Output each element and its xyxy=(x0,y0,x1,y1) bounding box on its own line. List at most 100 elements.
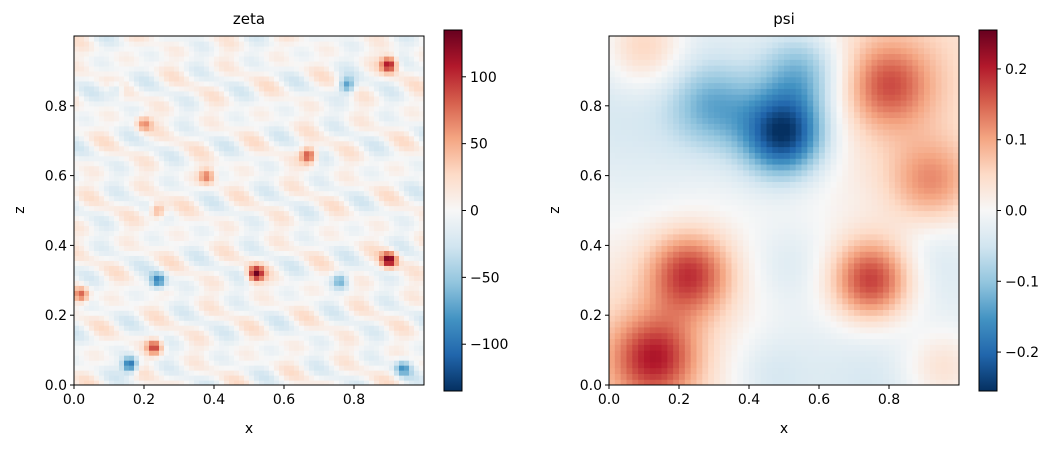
zeta-heat-cell xyxy=(239,135,245,142)
zeta-heat-cell xyxy=(239,180,245,187)
zeta-heat-cell xyxy=(114,365,120,371)
zeta-heat-cell xyxy=(134,325,140,331)
zeta-heat-cell xyxy=(274,275,280,281)
zeta-heat-cell xyxy=(414,60,420,67)
zeta-heat-cell xyxy=(414,315,420,321)
zeta-heat-cell xyxy=(214,150,220,157)
zeta-heat-cell xyxy=(74,70,80,77)
zeta-heat-cell xyxy=(254,250,260,256)
zeta-heat-cell xyxy=(299,75,305,82)
zeta-heat-cell xyxy=(404,160,410,167)
zeta-heat-cell xyxy=(94,160,100,167)
zeta-heat-cell xyxy=(109,305,115,311)
zeta-heat-cell xyxy=(119,245,125,251)
zeta-heat-cell xyxy=(79,320,85,326)
zeta-heat-cell xyxy=(94,50,100,57)
zeta-heat-cell xyxy=(419,80,424,87)
zeta-heat-cell xyxy=(124,305,130,311)
zeta-heat-cell xyxy=(304,65,310,72)
zeta-heat-cell xyxy=(79,345,85,351)
zeta-heat-cell xyxy=(309,320,315,326)
zeta-heat-cell xyxy=(354,100,360,107)
zeta-heat-cell xyxy=(129,145,135,152)
zeta-heat-cell xyxy=(289,105,295,112)
zeta-heat-cell xyxy=(104,150,110,157)
zeta-heat-cell xyxy=(239,270,245,276)
zeta-heat-cell xyxy=(329,85,335,92)
zeta-heat-cell xyxy=(274,36,280,42)
zeta-heat-cell xyxy=(279,130,285,137)
zeta-heat-cell xyxy=(204,190,210,197)
zeta-heat-cell xyxy=(199,36,205,42)
zeta-heat-cell xyxy=(144,200,150,207)
zeta-heat-cell xyxy=(414,150,420,157)
zeta-heat-cell xyxy=(159,75,165,82)
zeta-heat-cell xyxy=(344,370,350,376)
zeta-heat-cell xyxy=(89,145,95,152)
zeta-heat-cell xyxy=(224,115,230,122)
zeta-heat-cell xyxy=(294,50,300,57)
zeta-heat-cell xyxy=(314,340,320,346)
zeta-heat-cell xyxy=(174,40,180,47)
zeta-heat-cell xyxy=(384,90,390,97)
zeta-heat-cell xyxy=(279,95,285,102)
zeta-heat-cell xyxy=(189,55,195,62)
zeta-heat-cell xyxy=(324,130,330,137)
zeta-heat-cell xyxy=(329,360,335,366)
zeta-heat-cell xyxy=(159,280,165,286)
zeta-heat-cell xyxy=(199,140,205,147)
zeta-heat-cell xyxy=(139,55,145,62)
zeta-heat-cell xyxy=(239,85,245,92)
zeta-heat-cell xyxy=(269,80,275,87)
zeta-heat-cell xyxy=(184,280,190,286)
zeta-heat-cell xyxy=(149,305,155,311)
zeta-heat-cell xyxy=(314,125,320,132)
zeta-heat-cell xyxy=(324,40,330,47)
zeta-heat-cell xyxy=(304,36,310,42)
zeta-heat-cell xyxy=(309,70,315,77)
zeta-heat-cell xyxy=(129,340,135,346)
zeta-heat-cell xyxy=(174,70,180,77)
zeta-heat-cell xyxy=(309,330,315,336)
zeta-heat-cell xyxy=(389,245,395,251)
zeta-heat-cell xyxy=(314,80,320,87)
zeta-heat-cell xyxy=(284,245,290,251)
zeta-heat-cell xyxy=(269,290,275,296)
zeta-heat-cell xyxy=(334,260,340,266)
zeta-heat-cell xyxy=(229,100,235,107)
zeta-heat-cell xyxy=(329,95,335,102)
zeta-heat-cell xyxy=(289,185,295,192)
zeta-heat-cell xyxy=(364,110,370,117)
zeta-heat-cell xyxy=(314,170,320,177)
zeta-heat-cell xyxy=(109,345,115,351)
zeta-heat-cell xyxy=(119,325,125,331)
zeta-heat-cell xyxy=(349,350,355,356)
zeta-heat-cell xyxy=(244,190,250,197)
zeta-heat-cell xyxy=(179,325,185,331)
zeta-heat-cell xyxy=(89,180,95,187)
zeta-heat-cell xyxy=(389,165,395,172)
zeta-heat-cell xyxy=(179,320,185,326)
zeta-heat-cell xyxy=(289,95,295,102)
zeta-heat-cell xyxy=(409,180,415,187)
zeta-heat-cell xyxy=(254,115,260,122)
zeta-heat-cell xyxy=(309,335,315,341)
zeta-heat-cell xyxy=(204,185,210,192)
zeta-heat-cell xyxy=(264,325,270,331)
zeta-heat-cell xyxy=(134,275,140,281)
zeta-heat-cell xyxy=(364,220,370,227)
zeta-heat-cell xyxy=(399,280,405,286)
zeta-heat-cell xyxy=(319,195,325,202)
zeta-heat-cell xyxy=(139,250,145,256)
zeta-heat-cell xyxy=(369,200,375,207)
zeta-heat-cell xyxy=(364,225,370,232)
zeta-heat-cell xyxy=(194,285,200,291)
zeta-heat-cell xyxy=(149,320,155,326)
zeta-heat-cell xyxy=(179,75,185,82)
zeta-heat-cell xyxy=(264,380,270,385)
zeta-heat-cell xyxy=(169,145,175,152)
zeta-heat-cell xyxy=(379,180,385,187)
zeta-heat-cell xyxy=(214,310,220,316)
zeta-heat-cell xyxy=(324,125,330,132)
zeta-heat-cell xyxy=(234,125,240,132)
